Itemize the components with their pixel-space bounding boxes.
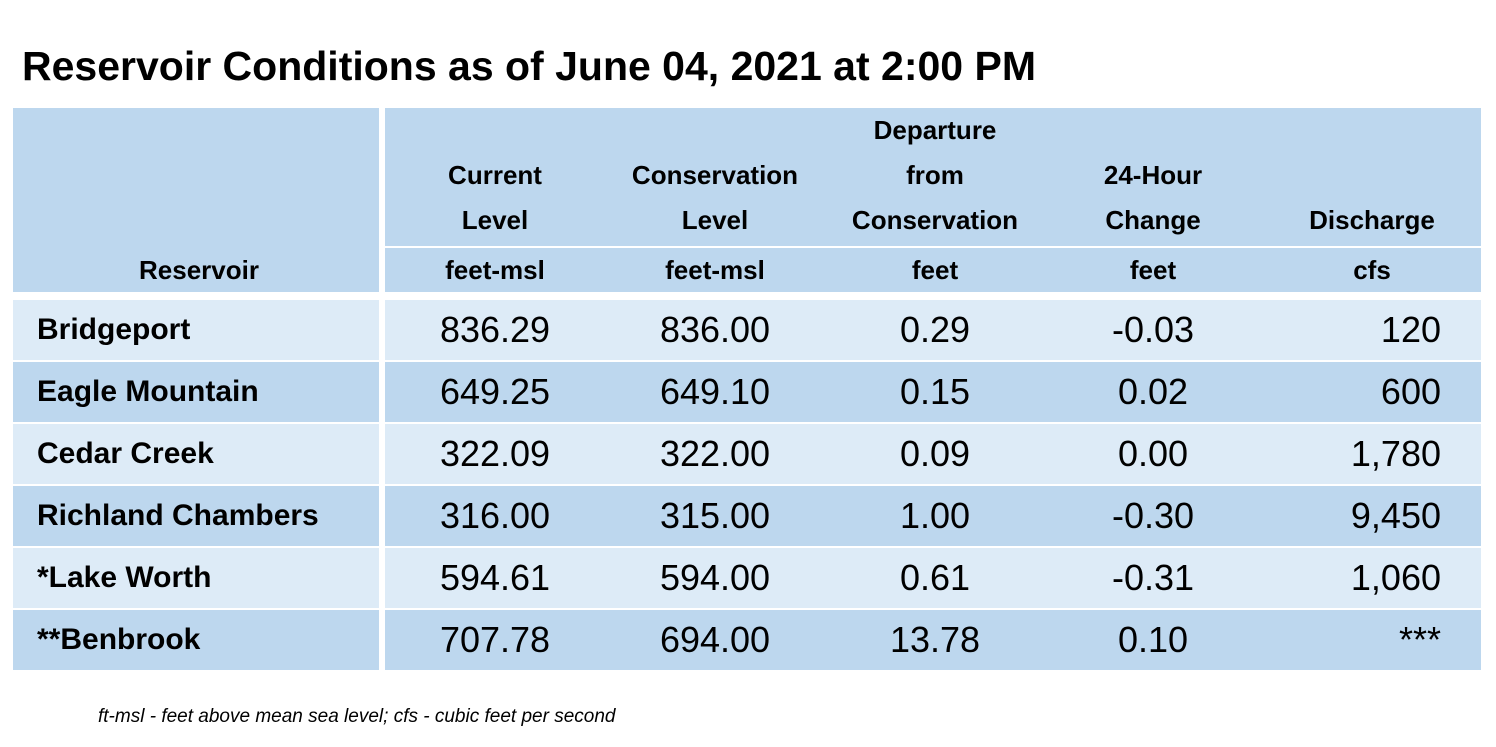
reservoir-table: Reservoir Current Level feet-msl Conserv…: [13, 108, 1481, 672]
departure-value: 0.09: [899, 433, 971, 474]
conservation-level: 836.00: [659, 309, 771, 350]
header-departure-line2: Conservation: [851, 205, 1019, 235]
departure-value: 1.00: [899, 495, 971, 536]
current-level: 594.61: [439, 557, 551, 598]
change-value: -0.30: [1111, 495, 1195, 536]
reservoir-name: Bridgeport: [37, 313, 191, 346]
current-level: 836.29: [439, 309, 551, 350]
header-current-unit: feet-msl: [445, 255, 545, 285]
table-row: Richland Chambers 316.00 315.00 1.00 -0.…: [13, 486, 1481, 546]
departure-value: 0.29: [899, 309, 971, 350]
header-reservoir-unit: Reservoir: [139, 255, 259, 285]
table-row: *Lake Worth 594.61 594.00 0.61 -0.31 1,0…: [13, 548, 1481, 608]
page-title: Reservoir Conditions as of June 04, 2021…: [22, 43, 1036, 89]
name-column-divider: [379, 108, 385, 672]
reservoir-name: Cedar Creek: [37, 437, 214, 470]
reservoir-name: **Benbrook: [37, 623, 201, 656]
reservoir-name: Richland Chambers: [37, 499, 319, 532]
discharge-value: 1,060: [1350, 557, 1441, 598]
reservoir-name: *Lake Worth: [37, 561, 212, 594]
conservation-level: 694.00: [659, 619, 771, 660]
header-discharge-unit: cfs: [1353, 255, 1391, 285]
header-discharge-line2: Discharge: [1309, 205, 1435, 235]
discharge-value: 600: [1380, 371, 1441, 412]
change-value: -0.31: [1111, 557, 1195, 598]
header-change-unit: feet: [1129, 255, 1177, 285]
discharge-value: 9,450: [1350, 495, 1441, 536]
table-header: [13, 108, 1481, 292]
conservation-level: 594.00: [659, 557, 771, 598]
footnote: ft-msl - feet above mean sea level; cfs …: [98, 706, 616, 727]
table-row: **Benbrook 707.78 694.00 13.78 0.10 ***: [13, 610, 1481, 670]
header-current-line1: Current: [448, 160, 542, 190]
conservation-level: 322.00: [659, 433, 771, 474]
discharge-value: 120: [1380, 309, 1441, 350]
header-departure-line1: from: [906, 160, 964, 190]
table-row: Eagle Mountain 649.25 649.10 0.15 0.02 6…: [13, 362, 1481, 422]
header-change-line2: Change: [1105, 205, 1201, 235]
current-level: 316.00: [439, 495, 551, 536]
header-unit-divider: [385, 246, 1481, 248]
header-departure-unit: feet: [911, 255, 959, 285]
header-departure-line0: Departure: [873, 115, 997, 145]
change-value: 0.00: [1117, 433, 1189, 474]
change-value: -0.03: [1111, 309, 1195, 350]
current-level: 322.09: [439, 433, 551, 474]
table-row: Cedar Creek 322.09 322.00 0.09 0.00 1,78…: [13, 424, 1481, 484]
change-value: 0.10: [1117, 619, 1189, 660]
header-conservation-line1: Conservation: [631, 160, 799, 190]
departure-value: 0.61: [899, 557, 971, 598]
conservation-level: 315.00: [659, 495, 771, 536]
header-conservation-unit: feet-msl: [665, 255, 765, 285]
change-value: 0.02: [1117, 371, 1189, 412]
reservoir-name: Eagle Mountain: [37, 375, 259, 408]
departure-value: 13.78: [889, 619, 981, 660]
header-conservation-line2: Level: [681, 205, 749, 235]
current-level: 707.78: [439, 619, 551, 660]
discharge-value: ***: [1398, 619, 1441, 660]
discharge-value: 1,780: [1350, 433, 1441, 474]
current-level: 649.25: [439, 371, 551, 412]
conservation-level: 649.10: [659, 371, 771, 412]
header-body-divider: [13, 292, 1481, 300]
departure-value: 0.15: [899, 371, 971, 412]
header-change-line1: 24-Hour: [1103, 160, 1203, 190]
header-current-line2: Level: [461, 205, 529, 235]
table-row: Bridgeport 836.29 836.00 0.29 -0.03 120: [13, 300, 1481, 360]
